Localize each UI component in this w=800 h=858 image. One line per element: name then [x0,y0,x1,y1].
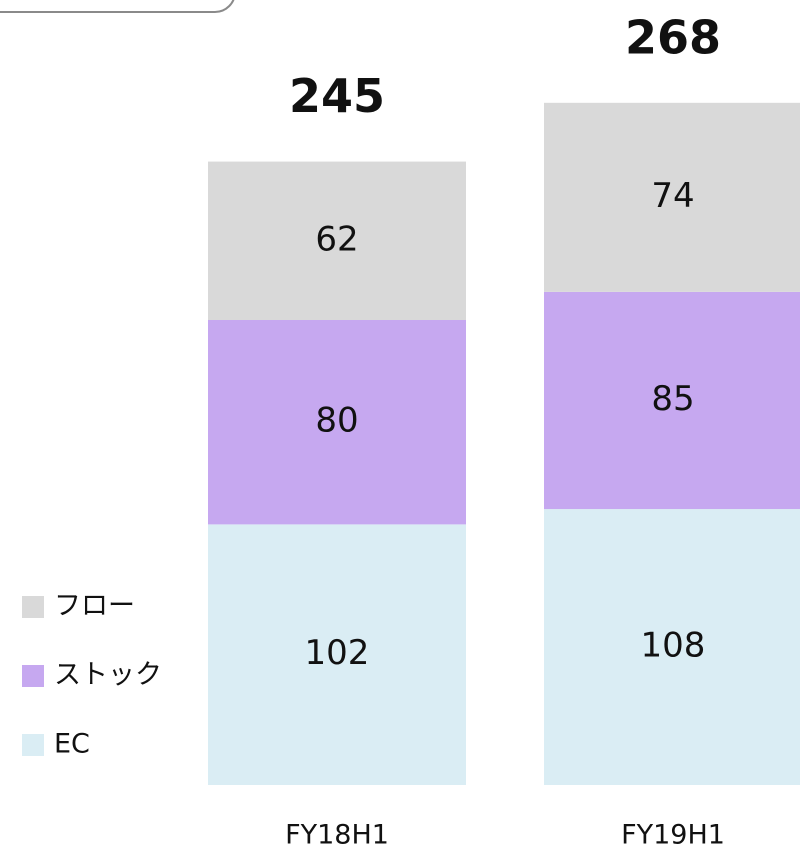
segment-label: 62 [315,219,358,259]
x-tick-label: FY19H1 [621,820,725,851]
bar-segment [544,291,800,510]
bar-segment [544,509,800,785]
bar-segment [544,102,800,292]
legend-label: フロー [54,591,135,622]
segment-label: 102 [305,633,370,673]
legend-swatch [22,665,44,687]
header-box [0,0,235,13]
segment-label: 80 [315,401,358,441]
bar-segment [208,319,466,525]
bar-segment [208,161,466,320]
legend-label: EC [54,729,90,760]
segment-label: 85 [651,379,694,419]
legend-label: ストック [54,660,162,691]
legend-swatch [22,596,44,618]
total-label: 245 [289,69,385,123]
total-label: 268 [625,10,721,64]
legend-swatch [22,734,44,756]
bar-segment [208,524,466,785]
segment-label: 108 [641,626,706,666]
x-tick-label: FY18H1 [285,820,389,851]
segment-label: 74 [651,176,694,216]
